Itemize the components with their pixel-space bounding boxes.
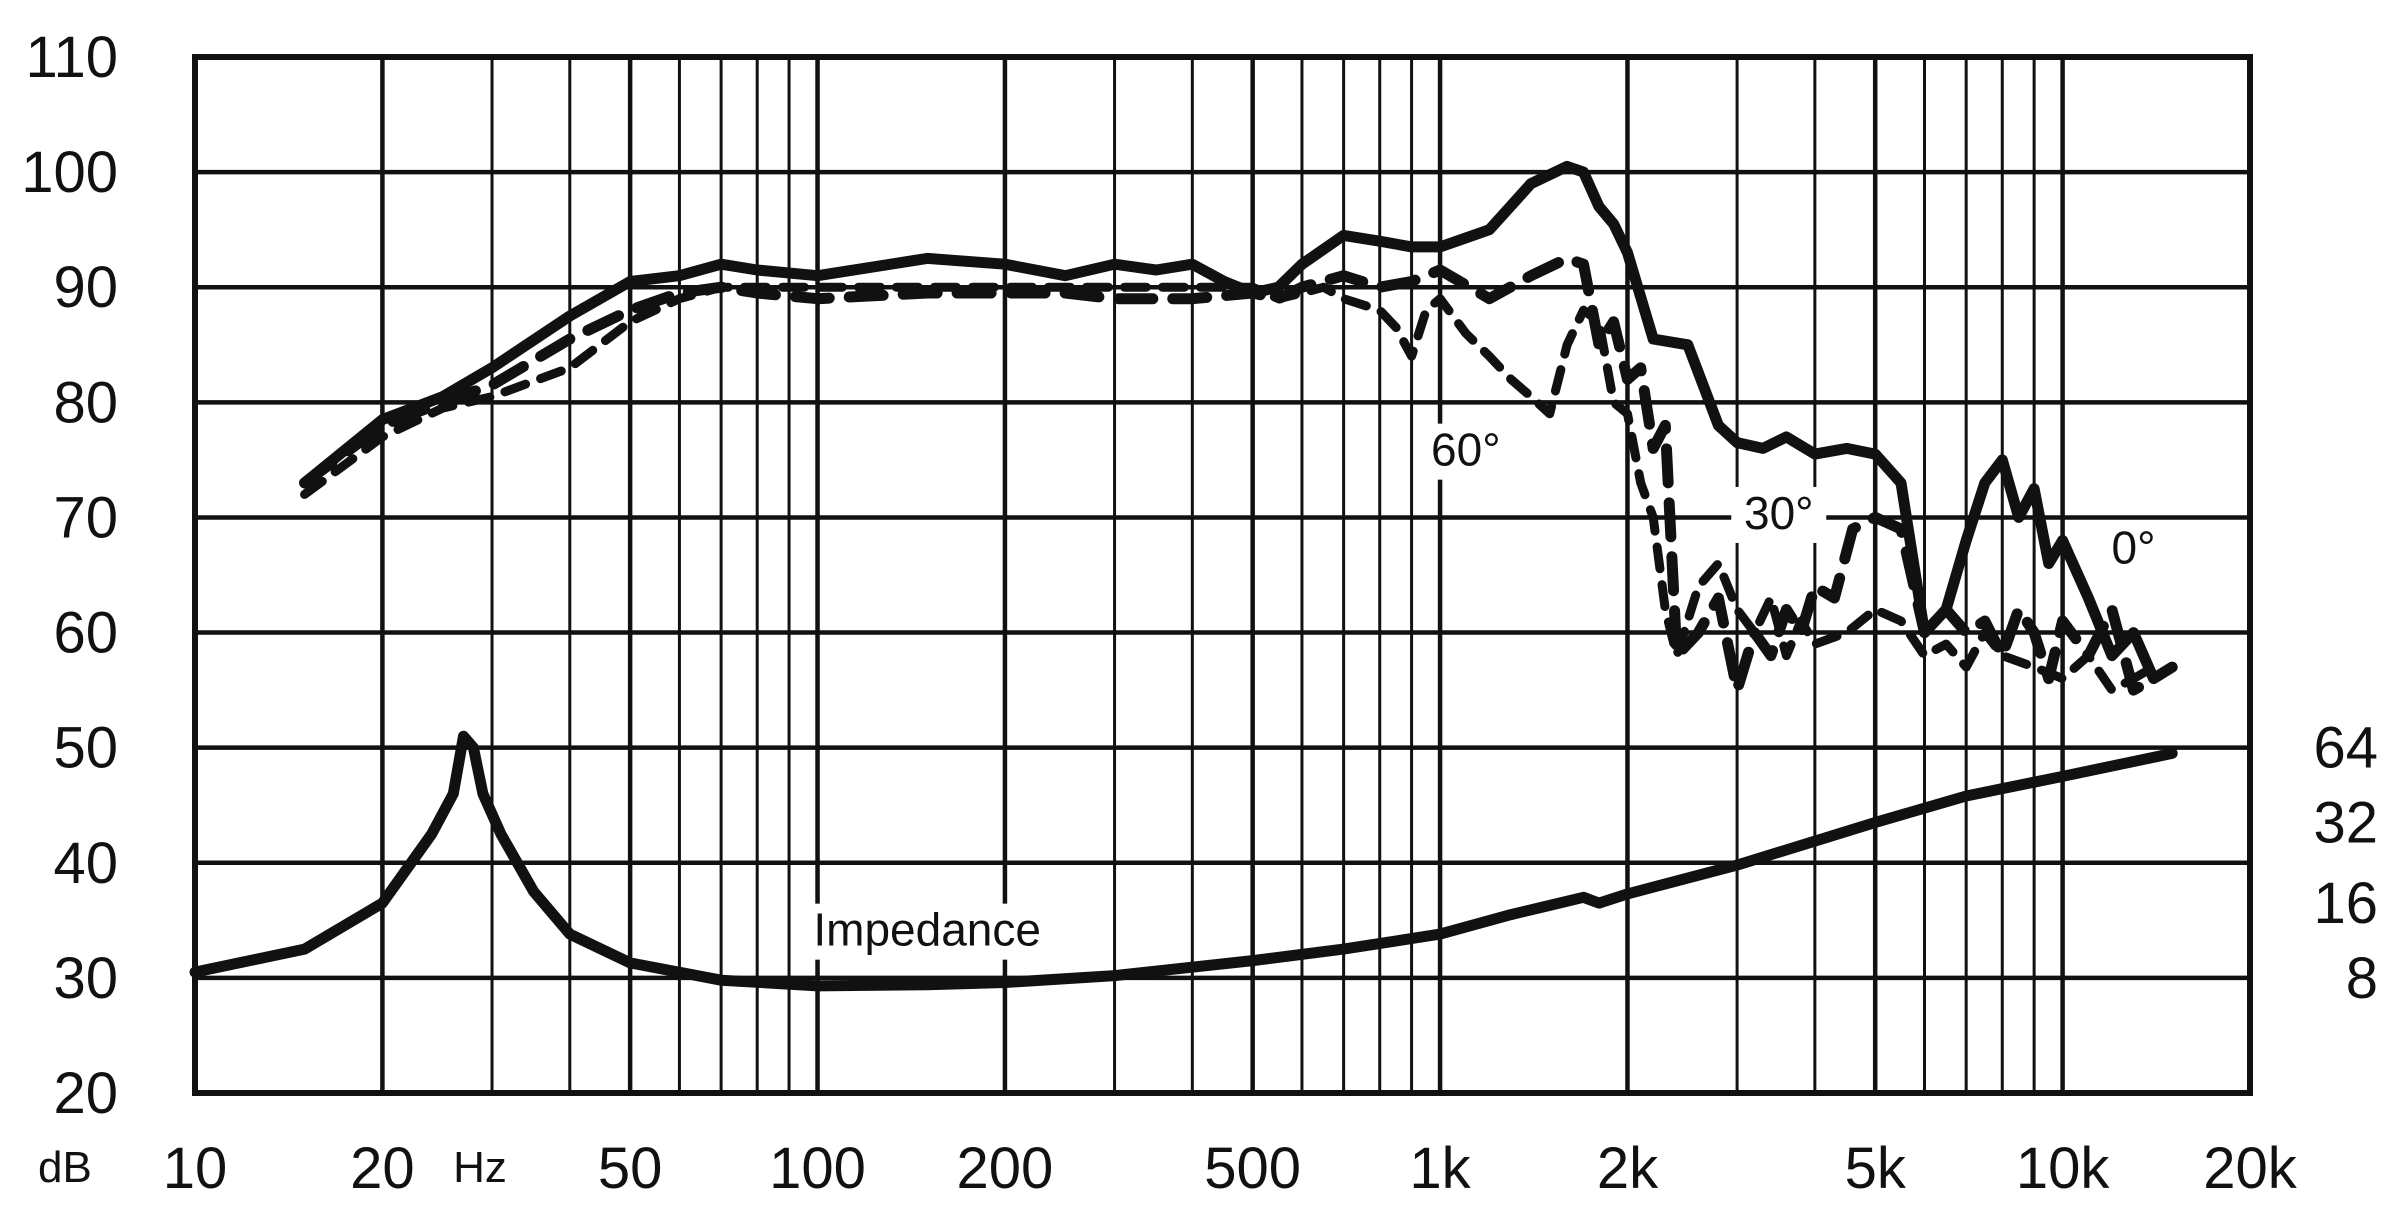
series-label-backdrop <box>2099 521 2168 578</box>
y-tick-label: 110 <box>26 25 118 90</box>
y-unit-label: dB <box>38 1143 92 1192</box>
series-line-impedance <box>189 730 2178 992</box>
impedance-axis-label: 16 <box>2313 871 2378 936</box>
chart-labels: 0° 30° 60° Impedance 20 30 40 50 60 70 80 90 100 110 1… <box>21 25 2378 1201</box>
x-tick-label: 200 <box>957 1136 1054 1201</box>
impedance-axis-label: 8 <box>2346 946 2378 1011</box>
y-tick-label: 20 <box>53 1061 118 1126</box>
x-tick-label: 50 <box>598 1136 663 1201</box>
impedance-axis-label: 32 <box>2313 790 2378 855</box>
series-line-30deg <box>299 252 2160 696</box>
y-tick-label: 100 <box>21 140 118 205</box>
series-label-backdrop <box>1418 423 1514 480</box>
plot-frame <box>192 54 2253 1096</box>
x-tick-label: 20 <box>350 1136 415 1201</box>
y-tick-label: 30 <box>53 946 118 1011</box>
y-tick-label: 40 <box>53 831 118 896</box>
x-tick-label: 500 <box>1204 1136 1301 1201</box>
x-tick-label: 5k <box>1845 1136 1907 1201</box>
x-tick-label: 2k <box>1597 1136 1659 1201</box>
x-tick-label: 20k <box>2203 1136 2298 1201</box>
series-line-0deg <box>299 160 2178 685</box>
x-unit-label: Hz <box>453 1143 507 1192</box>
y-tick-label: 90 <box>53 255 118 320</box>
data-series <box>189 160 2178 992</box>
series-line-60deg <box>300 282 2159 695</box>
x-tick-label: 100 <box>769 1136 866 1201</box>
series-label-impedance: Impedance <box>813 904 1041 956</box>
x-tick-label: 10 <box>163 1136 228 1201</box>
plot-border <box>192 54 2253 1096</box>
grid-lines <box>192 54 2253 1096</box>
series-label-backdrop <box>1731 486 1827 543</box>
series-label-0deg: 0° <box>2112 521 2156 573</box>
y-tick-label: 50 <box>53 716 118 781</box>
y-tick-label: 60 <box>53 601 118 666</box>
series-label-60deg: 60° <box>1431 424 1501 476</box>
series-label-30deg: 30° <box>1744 487 1814 539</box>
x-tick-label: 1k <box>1409 1136 1471 1201</box>
x-tick-label: 10k <box>2016 1136 2111 1201</box>
y-tick-label: 70 <box>53 485 118 550</box>
series-label-backdrop <box>798 903 1056 960</box>
impedance-axis-label: 64 <box>2313 716 2378 781</box>
y-tick-label: 80 <box>53 370 118 435</box>
